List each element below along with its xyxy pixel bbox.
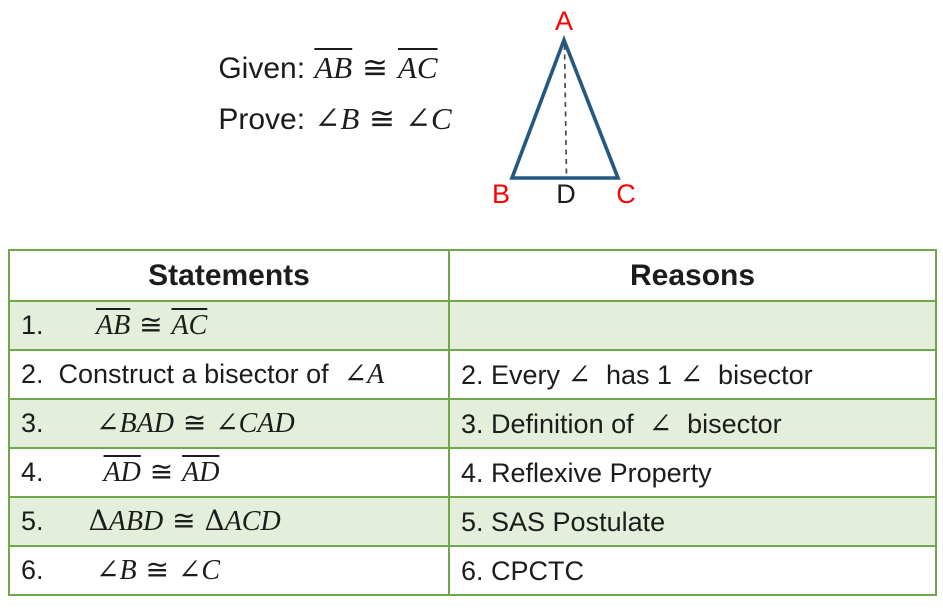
- text-segment: 3. Definition of: [461, 408, 649, 439]
- statement-cell: 6. ∠B ≅ ∠C: [8, 545, 450, 596]
- reason-cell: 3. Definition of ∠ bisector: [448, 398, 937, 449]
- prove-label: Prove:: [218, 103, 306, 136]
- math-variable: ABD: [108, 506, 164, 537]
- math-variable: C: [201, 555, 221, 586]
- statement-cell: 2. Construct a bisector of ∠A: [8, 349, 450, 400]
- proof-table: Statements Reasons 1. AB ≅ AC 2. Construc…: [8, 249, 937, 596]
- math-variable: BAD: [119, 408, 174, 439]
- table-row: 3. ∠BAD ≅ ∠CAD 3. Definition of ∠ bisecto…: [8, 398, 937, 449]
- math-symbol: ≅ ∠: [173, 406, 239, 439]
- math-variable: A: [367, 359, 385, 390]
- math-symbol: ∠: [314, 101, 341, 137]
- math-variable: B: [119, 555, 137, 586]
- statement-cell: 1. AB ≅ AC: [8, 300, 450, 351]
- triangle-figure: [509, 34, 621, 180]
- reason-cell: 4. Reflexive Property: [448, 447, 937, 498]
- math-variable: ACD: [224, 506, 281, 537]
- vertex-label-d: D: [556, 179, 576, 209]
- statements-header: Statements: [8, 249, 450, 302]
- reasons-header: Reasons: [448, 249, 937, 302]
- math-variable: B: [340, 101, 360, 136]
- bisector-dashed-line: [563, 44, 568, 177]
- math-symbol: ∠: [96, 406, 120, 439]
- math-segment-overline: AD: [103, 457, 141, 488]
- statement-cell: 3. ∠BAD ≅ ∠CAD: [8, 398, 450, 449]
- given-label: Given:: [218, 52, 306, 85]
- math-symbol: ≅: [352, 50, 398, 86]
- vertex-label-b: B: [491, 179, 510, 209]
- math-symbol: ≅: [130, 308, 172, 341]
- prove-expression: ∠B ≅ ∠C: [314, 101, 452, 137]
- reason-cell: 2. Every ∠ has 1 ∠ bisector: [448, 349, 937, 400]
- text-segment: has 1: [591, 359, 680, 390]
- math-symbol: ∠: [567, 357, 592, 391]
- math-symbol: ≅ Δ: [163, 504, 225, 537]
- table-row: 1. AB ≅ AC: [8, 300, 937, 351]
- math-symbol: ≅ ∠: [136, 553, 202, 586]
- triangle-outline: [509, 34, 621, 180]
- text-segment: 1.: [21, 310, 97, 340]
- math-segment-overline: AB: [96, 310, 131, 341]
- statement-cell: 4. AD ≅ AD: [8, 447, 450, 498]
- math-segment-overline: AC: [171, 310, 208, 341]
- table-row: 2. Construct a bisector of ∠A 2. Every ∠ …: [8, 349, 937, 400]
- text-segment: 2. Every: [461, 359, 568, 390]
- text-segment: 5. SAS Postulate: [461, 506, 666, 537]
- math-symbol: ∠: [96, 553, 120, 586]
- math-segment-overline: AB: [314, 50, 353, 85]
- table-row: 4. AD ≅ AD 4. Reflexive Property: [8, 447, 937, 498]
- reason-cell: [448, 300, 937, 351]
- text-segment: 3.: [21, 408, 97, 438]
- table-row: 6. ∠B ≅ ∠C 6. CPCTC: [8, 545, 937, 596]
- text-segment: 6. CPCTC: [461, 555, 585, 586]
- math-variable: CAD: [238, 408, 295, 439]
- given-expression: AB ≅ AC: [314, 50, 438, 86]
- given-line: Given: AB ≅ AC: [185, 17, 438, 120]
- math-symbol: ∠: [343, 357, 368, 390]
- math-symbol: ∠: [679, 357, 704, 391]
- math-segment-overline: AD: [182, 457, 220, 488]
- math-symbol: Δ: [88, 504, 109, 537]
- proof-table-body: 1. AB ≅ AC 2. Construct a bisector of ∠A 2…: [8, 300, 937, 596]
- math-variable: C: [430, 101, 452, 136]
- reason-cell: 6. CPCTC: [448, 545, 937, 596]
- math-symbol: ∠: [648, 406, 673, 440]
- vertex-label-c: C: [616, 179, 636, 209]
- prove-line: Prove: ∠B ≅ ∠C: [185, 68, 452, 171]
- text-segment: 4.: [21, 457, 104, 487]
- header-row: Statements Reasons: [8, 249, 937, 302]
- math-segment-overline: AC: [397, 50, 438, 85]
- vertex-label-a: A: [554, 6, 573, 36]
- math-symbol: ≅: [140, 455, 183, 488]
- text-segment: bisector: [703, 359, 813, 390]
- statement-cell: 5. ΔABD ≅ ΔACD: [8, 496, 450, 547]
- reason-cell: 5. SAS Postulate: [448, 496, 937, 547]
- text-segment: 5.: [21, 506, 89, 536]
- table-row: 5. ΔABD ≅ ΔACD 5. SAS Postulate: [8, 496, 937, 547]
- math-symbol: ≅ ∠: [359, 101, 431, 137]
- text-segment: 4. Reflexive Property: [461, 457, 712, 488]
- text-segment: bisector: [672, 408, 782, 439]
- text-segment: 6.: [21, 555, 97, 585]
- text-segment: 2. Construct a bisector of: [21, 359, 344, 389]
